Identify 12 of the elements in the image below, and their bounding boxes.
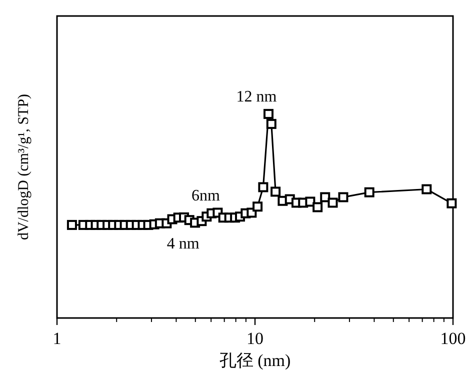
annotation: 12 nm: [236, 88, 278, 106]
annotation: 6nm: [191, 187, 220, 204]
annotation: 4 nm: [166, 235, 200, 252]
y-axis-title: dV/dlogD (cm³/g¹, STP): [16, 94, 32, 240]
point: [252, 202, 263, 212]
x-tick-label: 1: [52, 329, 62, 348]
point: [258, 182, 268, 192]
x-tick-label: 100: [440, 329, 466, 348]
x-tick-label: 10: [246, 329, 264, 348]
point: [305, 196, 316, 207]
point: [264, 108, 274, 119]
x-axis-title: 孔径 (nm): [219, 351, 291, 370]
